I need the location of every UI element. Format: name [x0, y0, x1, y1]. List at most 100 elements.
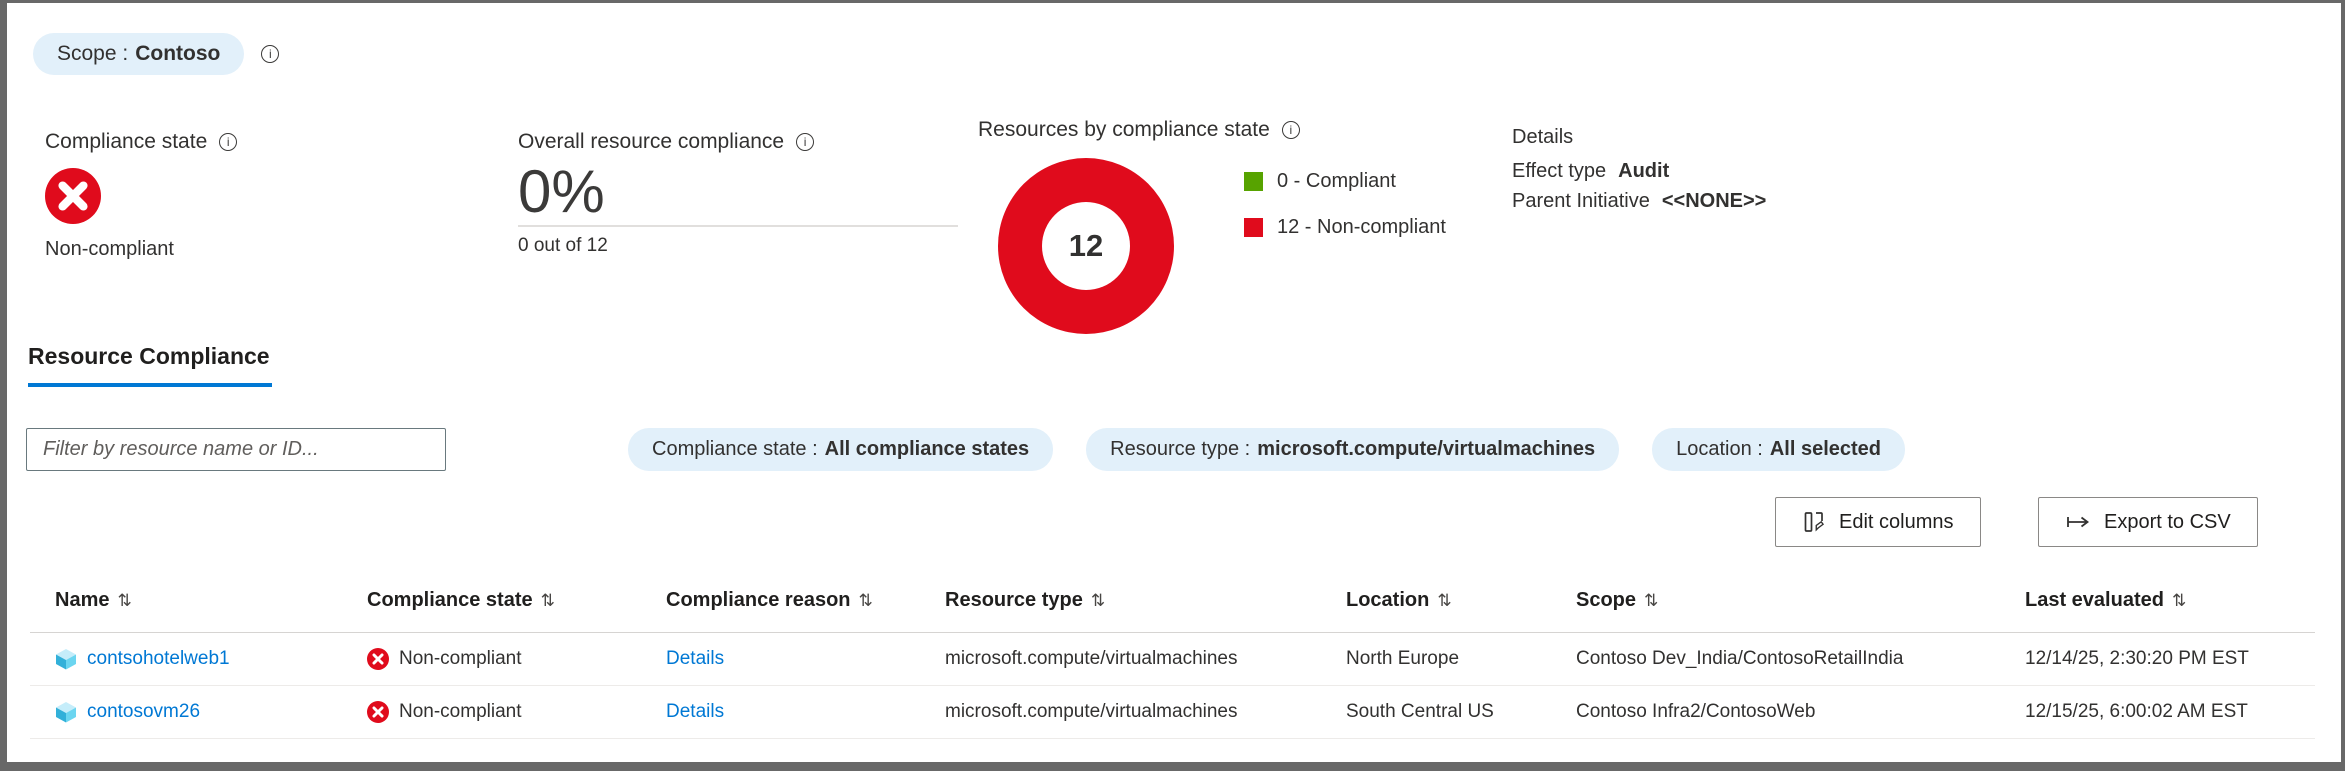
sort-icon: ⇅ — [2171, 591, 2187, 610]
column-label: Scope — [1576, 589, 1637, 611]
compliance-state-filter-pill[interactable]: Compliance state : All compliance states — [628, 428, 1054, 471]
info-icon[interactable]: i — [1281, 121, 1300, 139]
donut-legend: 0 - Compliant 12 - Non-compliant — [1244, 170, 1446, 239]
legend-item-non-compliant: 12 - Non-compliant — [1244, 216, 1446, 239]
column-label: Last evaluated — [2025, 589, 2164, 611]
window-border-top — [0, 0, 2345, 3]
resource-filter-input[interactable] — [26, 428, 446, 471]
edit-columns-label: Edit columns — [1839, 510, 1954, 533]
compliance-progress-bar — [518, 225, 958, 227]
info-icon[interactable]: i — [796, 133, 815, 151]
column-label: Location — [1346, 589, 1430, 611]
resource-name-link[interactable]: contosovm26 — [87, 701, 201, 722]
filter-pill-label: Resource type : — [1110, 438, 1251, 460]
compliance-reason-details-link[interactable]: Details — [666, 648, 725, 669]
column-header-resource-type[interactable]: Resource type ⇅ — [945, 573, 1346, 633]
filter-pill-label: Location : — [1676, 438, 1763, 460]
last-evaluated-cell: 12/14/25, 2:30:20 PM EST — [2025, 632, 2315, 686]
donut-center-count: 12 — [1042, 202, 1130, 290]
table-header-row: Name ⇅ Compliance state ⇅ Compliance reaso… — [30, 573, 2315, 633]
compliance-state-label: Compliance state — [45, 130, 208, 153]
export-arrow-icon — [2067, 516, 2089, 528]
window-border-bottom — [0, 762, 2345, 771]
compliance-state-card: Compliance state i Non-compliant — [45, 130, 238, 261]
tab-resource-compliance[interactable]: Resource Compliance — [28, 343, 272, 387]
non-compliant-swatch — [1244, 218, 1263, 237]
effect-type-label: Effect type — [1512, 160, 1607, 182]
virtual-machine-icon — [56, 702, 76, 723]
column-header-location[interactable]: Location ⇅ — [1346, 573, 1576, 633]
scope-pill-label: Scope : — [57, 42, 129, 65]
legend-label: 12 - Non-compliant — [1277, 216, 1446, 238]
location-filter-pill[interactable]: Location : All selected — [1652, 428, 1906, 471]
last-evaluated-cell: 12/15/25, 6:00:02 AM EST — [2025, 685, 2315, 739]
column-header-compliance-reason[interactable]: Compliance reason ⇅ — [666, 573, 945, 633]
resource-compliance-table: Name ⇅ Compliance state ⇅ Compliance reaso… — [30, 573, 2315, 739]
overall-compliance-label: Overall resource compliance — [518, 130, 785, 153]
effect-type-value: Audit — [1618, 160, 1670, 182]
scope-row: Scope : Contoso i — [33, 33, 280, 75]
overall-compliance-percent: 0% — [518, 158, 605, 225]
details-card: Details Effect type Audit Parent Initiati… — [1512, 126, 1766, 213]
edit-columns-button[interactable]: Edit columns — [1775, 497, 1981, 547]
resources-by-state-label: Resources by compliance state — [978, 118, 1270, 141]
overall-compliance-subtext: 0 out of 12 — [518, 235, 608, 256]
compliance-state-cell: Non-compliant — [399, 648, 522, 669]
location-cell: North Europe — [1346, 632, 1576, 686]
window-border-left — [0, 0, 7, 771]
virtual-machine-icon — [56, 649, 76, 670]
scope-cell: Contoso Infra2/ContosoWeb — [1576, 685, 2025, 739]
info-icon[interactable]: i — [261, 45, 280, 63]
scope-pill[interactable]: Scope : Contoso — [33, 33, 245, 75]
sort-icon: ⇅ — [858, 591, 873, 610]
legend-label: 0 - Compliant — [1277, 170, 1396, 192]
column-header-name[interactable]: Name ⇅ — [30, 573, 367, 633]
column-header-scope[interactable]: Scope ⇅ — [1576, 573, 2025, 633]
compliance-donut-chart[interactable]: 12 — [998, 158, 1174, 334]
resource-type-cell: microsoft.compute/virtualmachines — [945, 632, 1346, 686]
compliance-reason-details-link[interactable]: Details — [666, 701, 725, 722]
resource-type-filter-pill[interactable]: Resource type : microsoft.compute/virtua… — [1086, 428, 1620, 471]
sort-icon: ⇅ — [1090, 591, 1106, 610]
filter-pill-value: All compliance states — [824, 438, 1030, 460]
resource-type-cell: microsoft.compute/virtualmachines — [945, 685, 1346, 739]
compliance-state-value: Non-compliant — [45, 238, 174, 260]
export-to-csv-label: Export to CSV — [2104, 510, 2231, 533]
export-to-csv-button[interactable]: Export to CSV — [2038, 497, 2258, 547]
column-header-last-evaluated[interactable]: Last evaluated ⇅ — [2025, 573, 2315, 633]
filter-pill-value: All selected — [1769, 438, 1882, 460]
details-parent-row: Parent Initiative <<NONE>> — [1512, 190, 1766, 213]
scope-pill-value: Contoso — [135, 42, 221, 65]
non-compliant-icon — [367, 648, 389, 670]
parent-initiative-value: <<NONE>> — [1661, 190, 1767, 212]
details-title: Details — [1512, 126, 1574, 148]
sort-icon: ⇅ — [540, 591, 555, 610]
column-label: Compliance state — [367, 589, 533, 611]
window-border-right — [2341, 0, 2345, 771]
table-row: contsohotelweb1 Non-compliant Details mi… — [30, 632, 2315, 686]
compliance-state-cell: Non-compliant — [399, 701, 522, 722]
filter-pill-value: microsoft.compute/virtualmachines — [1257, 438, 1596, 460]
compliant-swatch — [1244, 172, 1263, 191]
sort-icon: ⇅ — [1644, 591, 1659, 610]
details-effect-row: Effect type Audit — [1512, 160, 1766, 183]
non-compliant-icon — [45, 168, 101, 224]
overall-compliance-card: Overall resource compliance i 0% 0 out o… — [518, 130, 958, 257]
location-cell: South Central US — [1346, 685, 1576, 739]
scope-cell: Contoso Dev_India/ContosoRetailIndia — [1576, 632, 2025, 686]
filter-pills-row: Compliance state : All compliance states… — [628, 428, 1906, 471]
column-header-compliance-state[interactable]: Compliance state ⇅ — [367, 573, 666, 633]
column-label: Name — [55, 589, 110, 611]
resource-name-link[interactable]: contsohotelweb1 — [87, 648, 230, 669]
edit-columns-icon — [1804, 512, 1825, 532]
legend-item-compliant: 0 - Compliant — [1244, 170, 1446, 193]
filter-pill-label: Compliance state : — [652, 438, 818, 460]
sort-icon: ⇅ — [117, 591, 132, 610]
info-icon[interactable]: i — [219, 133, 238, 151]
non-compliant-icon — [367, 701, 389, 723]
column-label: Resource type — [945, 589, 1083, 611]
parent-initiative-label: Parent Initiative — [1512, 190, 1650, 212]
table-row: contosovm26 Non-compliant Details micros… — [30, 685, 2315, 739]
resources-by-state-card: Resources by compliance state i 12 0 - C… — [978, 118, 1446, 334]
